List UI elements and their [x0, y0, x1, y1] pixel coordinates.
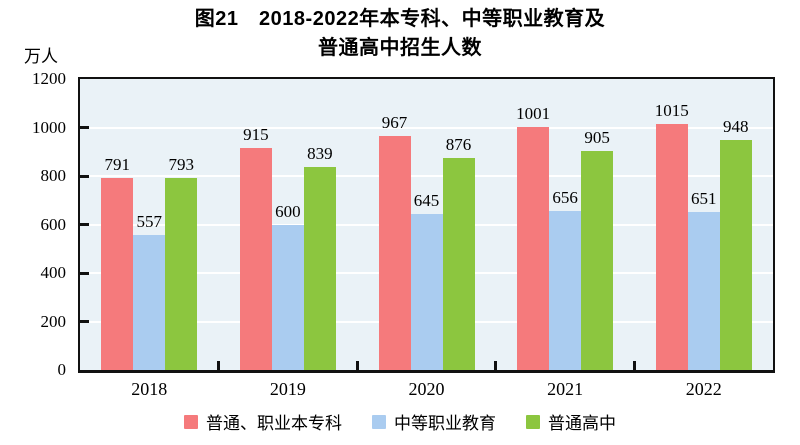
y-axis-tick	[80, 174, 89, 178]
y-axis-tick-label: 800	[40, 166, 67, 185]
legend-swatch	[372, 414, 386, 429]
x-axis-tick	[632, 361, 636, 370]
bar-value-label: 967	[381, 112, 408, 132]
bar-value-label: 791	[104, 155, 131, 175]
x-axis-tick	[494, 361, 498, 370]
y-axis-tick	[80, 223, 89, 226]
bar-value-label: 656	[552, 187, 578, 207]
chart-title-line1: 图21 2018-2022年本专科、中等职业教育及	[194, 8, 606, 30]
y-axis-tick-label: 400	[40, 263, 67, 282]
plot-area: 791 557 793 915 600 839 967 645 876 1001 656 905 101…	[78, 77, 775, 373]
bar-value-label: 600	[275, 201, 301, 221]
legend-label: 中等职业教育	[394, 414, 496, 433]
bar-2021-series1	[517, 127, 550, 370]
bar-2022-series2	[687, 212, 720, 370]
bar-value-label: 876	[445, 134, 472, 154]
chart-title: 图21 2018-2022年本专科、中等职业教育及 普通高中招生人数	[0, 5, 800, 63]
x-axis-tick-label: 2019	[269, 379, 306, 399]
legend: 普通、职业本专科 中等职业教育 普通高中	[0, 409, 800, 434]
gridline	[80, 175, 773, 177]
bar-2020-series1	[378, 135, 411, 370]
legend-swatch	[184, 414, 198, 429]
legend-item-series3: 普通高中	[526, 409, 616, 434]
bar-value-label: 915	[243, 125, 269, 145]
chart-title-line2: 普通高中招生人数	[318, 37, 482, 59]
y-axis-unit-label: 万人	[24, 47, 58, 66]
bar-2019-series3	[303, 166, 336, 370]
legend-item-series1: 普通、职业本专科	[184, 409, 342, 434]
bar-2018-series3	[165, 177, 198, 370]
bar-2019-series2	[271, 224, 304, 370]
bar-2021-series2	[549, 210, 582, 370]
y-axis-tick	[80, 320, 89, 323]
y-axis-tick-label: 200	[40, 311, 67, 331]
x-axis-tick-label: 2022	[685, 379, 722, 399]
bar-2019-series1	[239, 148, 272, 370]
bar-2021-series3	[581, 150, 614, 370]
bar-value-label: 557	[136, 211, 163, 231]
y-axis-tick-label: 600	[40, 214, 67, 234]
bar-value-label: 1015	[654, 100, 689, 120]
x-axis-tick-label: 2018	[131, 379, 168, 399]
y-axis-tick-label: 1000	[32, 117, 66, 137]
legend-swatch	[526, 414, 540, 429]
legend-label: 普通、职业本专科	[206, 414, 342, 433]
bar-value-label: 839	[307, 143, 333, 163]
bar-2020-series3	[442, 157, 475, 370]
legend-label: 普通高中	[548, 414, 616, 433]
bar-2022-series1	[655, 123, 688, 370]
bar-2018-series1	[101, 178, 134, 370]
y-axis-tick	[80, 126, 89, 129]
bar-value-label: 905	[584, 127, 610, 147]
bar-value-label: 793	[168, 154, 195, 174]
bar-value-label: 1001	[516, 104, 551, 124]
bar-value-label: 651	[690, 189, 717, 209]
bar-2018-series2	[133, 234, 166, 370]
bar-2020-series2	[410, 213, 443, 370]
y-axis-tick	[80, 271, 89, 275]
bar-2022-series3	[719, 140, 752, 370]
gridline	[80, 126, 773, 129]
y-axis-tick-label: 0	[57, 360, 67, 379]
legend-item-series2: 中等职业教育	[372, 409, 496, 434]
x-axis-tick	[355, 361, 359, 370]
x-axis-tick-label: 2020	[408, 379, 445, 399]
y-axis-tick-label: 1200	[32, 69, 66, 88]
bar-value-label: 948	[722, 117, 749, 137]
x-axis-tick-label: 2021	[547, 379, 584, 399]
x-axis-tick	[217, 361, 221, 370]
bar-value-label: 645	[413, 190, 440, 210]
